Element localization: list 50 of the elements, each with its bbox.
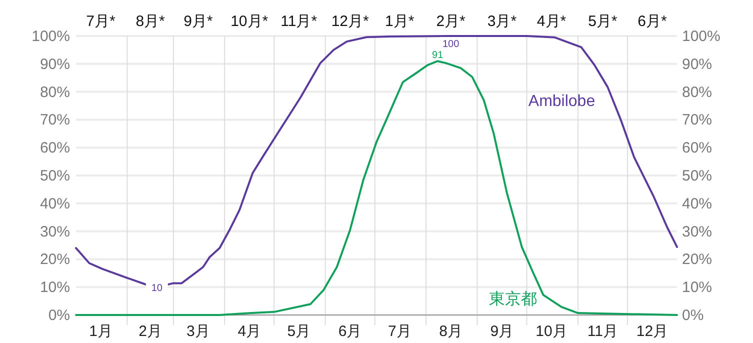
x2-tick-label: 4月* (536, 13, 566, 30)
y2-tick-label: 70% (682, 112, 712, 129)
y2-tick-label: 90% (682, 56, 712, 73)
x2-tick-label: 7月* (86, 13, 116, 30)
x-tick-label: 9月 (490, 323, 514, 340)
x2-tick-label: 12月* (331, 13, 369, 30)
x-tick-label: 10月 (536, 323, 568, 340)
x-tick-label: 4月 (238, 323, 262, 340)
annotation: 100 (442, 39, 460, 50)
y2-tick-label: 60% (682, 140, 712, 157)
x-tick-label: 11月 (587, 323, 618, 340)
y2-tick-label: 20% (682, 251, 712, 268)
x-tick-label: 2月 (138, 323, 162, 340)
y-tick-label: 20% (40, 251, 70, 268)
y-tick-label: 40% (40, 195, 70, 212)
y-tick-label: 100% (32, 28, 70, 45)
x-tick-label: 12月 (636, 323, 668, 340)
y-tick-label: 90% (40, 56, 70, 73)
y-tick-label: 0% (48, 307, 70, 324)
y2-tick-label: 30% (682, 223, 712, 240)
y2-tick-label: 50% (682, 168, 712, 184)
annotation: 91 (432, 50, 444, 62)
y2-tick-label: 80% (682, 84, 712, 101)
x2-tick-label: 3月* (487, 13, 517, 30)
y-tick-label: 60% (40, 140, 70, 157)
x-tick-label: 6月 (338, 323, 362, 340)
y2-tick-label: 40% (682, 195, 712, 212)
x2-tick-label: 2月* (436, 13, 466, 30)
x2-tick-label: 9月* (184, 13, 213, 30)
x2-tick-label: 6月* (638, 13, 667, 30)
x2-tick-label: 1月* (385, 13, 414, 30)
y2-tick-label: 100% (682, 28, 720, 45)
x2-tick-label: 8月* (136, 13, 166, 30)
x-tick-label: 5月 (287, 323, 311, 340)
x-tick-label: 3月 (186, 323, 210, 340)
series-label: 東京都 (488, 290, 537, 308)
x2-tick-label: 5月* (588, 13, 618, 30)
y2-tick-label: 0% (682, 307, 704, 324)
y-tick-label: 50% (40, 168, 70, 184)
x2-tick-label: 10月* (230, 13, 268, 30)
y-tick-label: 30% (40, 223, 70, 240)
y-tick-label: 70% (40, 112, 70, 129)
y-tick-label: 10% (40, 279, 70, 296)
y2-tick-label: 10% (682, 279, 712, 296)
series-label: Ambilobe (528, 92, 596, 110)
x-tick-label: 7月 (388, 323, 412, 340)
y-tick-label: 80% (40, 84, 70, 101)
x2-tick-label: 11月* (280, 13, 318, 30)
x-tick-label: 1月 (89, 323, 112, 340)
x-tick-label: 8月 (439, 323, 462, 340)
